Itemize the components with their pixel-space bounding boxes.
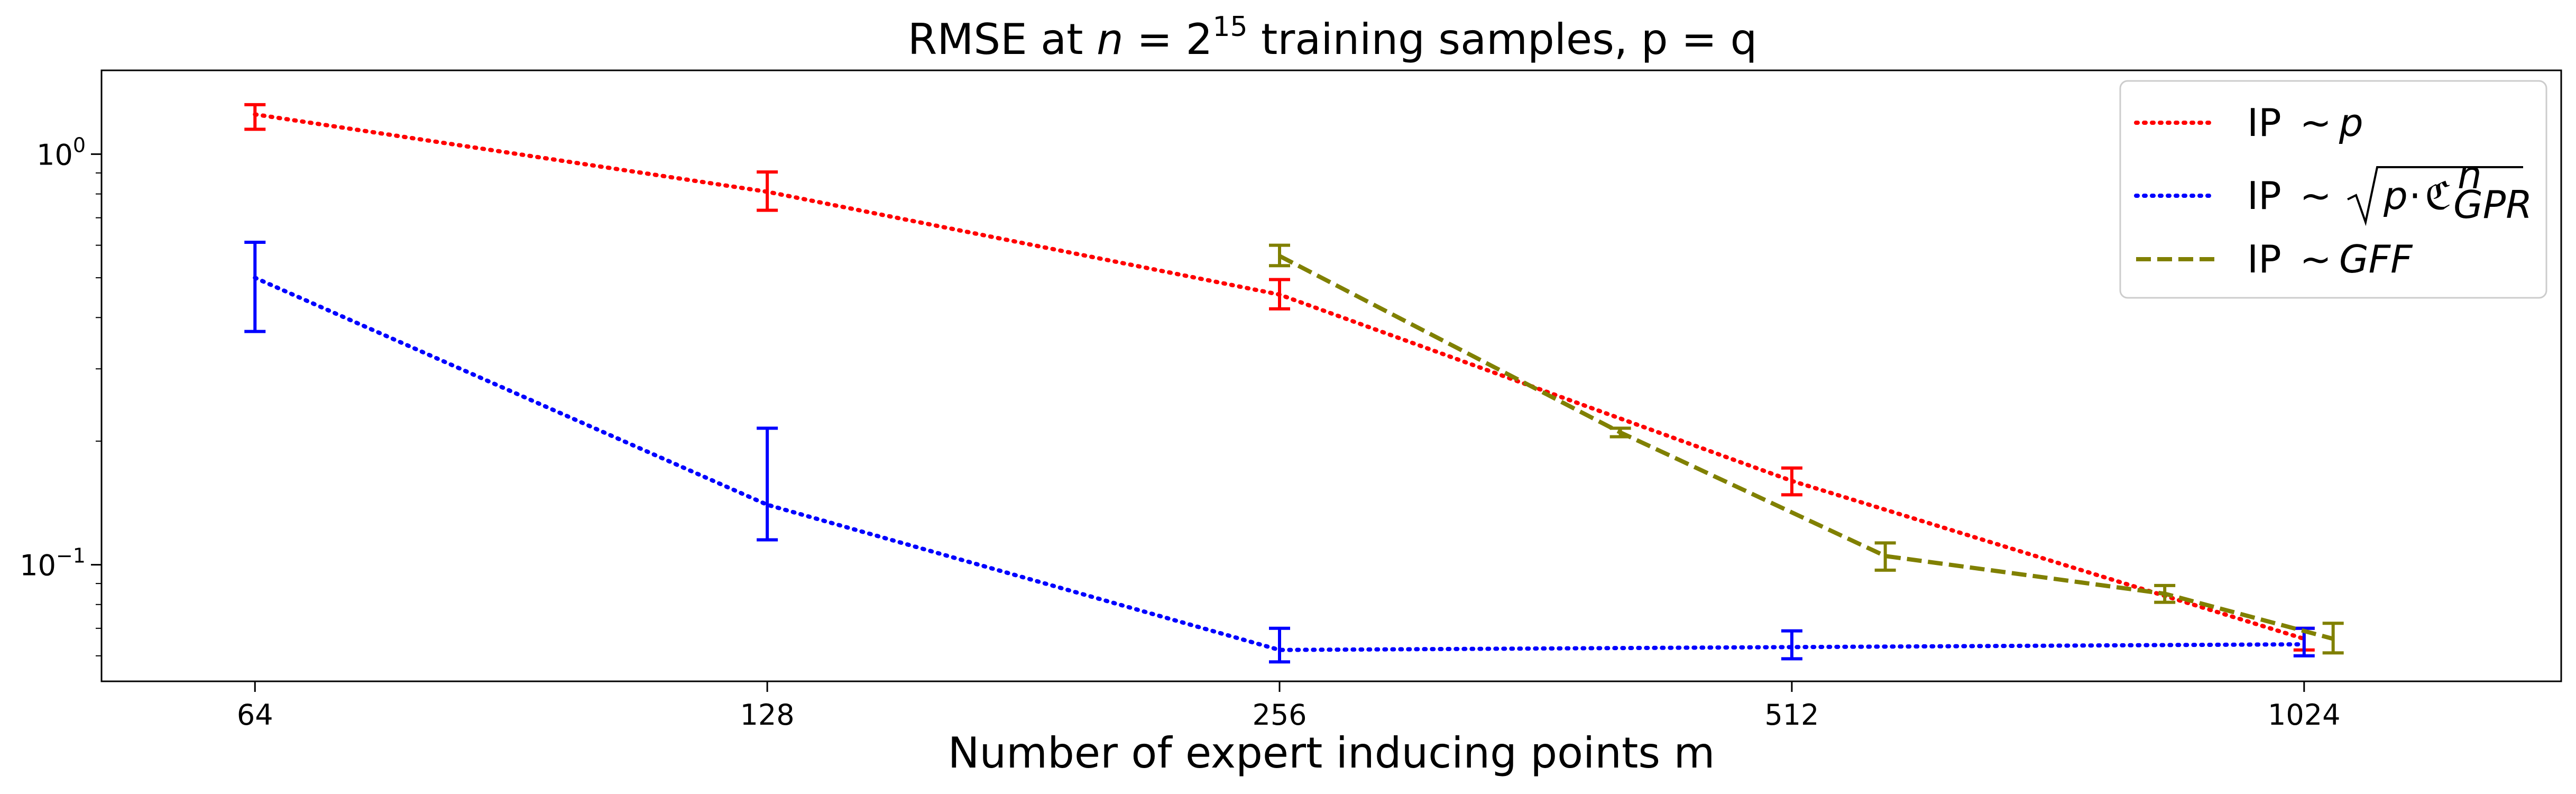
legend-frame [2119, 80, 2547, 299]
x-axis-label: Number of expert inducing points m [948, 728, 1715, 778]
svg-text:n: n [2458, 153, 2482, 197]
legend-label-olive: IP ~ GFF [2247, 237, 2413, 281]
x-axis-ticks: 64 128 256 512 1024 [237, 681, 2340, 732]
series-0 [244, 103, 2315, 652]
x-tick-label: 256 [1252, 698, 1307, 732]
x-tick-label: 128 [740, 698, 795, 732]
svg-text:ℭ: ℭ [2425, 174, 2452, 218]
legend-sqrt-glyph: p · ℭ n GPR [2347, 153, 2532, 227]
svg-text:·: · [2409, 174, 2421, 218]
series-line [253, 276, 2306, 652]
chart-title: RMSE at n = 215 training samples, p = q [908, 11, 1758, 64]
y-axis-ticks: 100 10−1 [20, 133, 102, 656]
x-tick-label: 64 [237, 698, 273, 732]
legend: IP ~ p IP ~ p · ℭ n GPR IP ~ GFF [2119, 80, 2547, 299]
legend-label-red: IP ~ p [2247, 101, 2363, 145]
series-2 [1269, 243, 2344, 655]
svg-text:GPR: GPR [2453, 182, 2532, 227]
legend-label-blue: IP ~ [2247, 174, 2332, 218]
y-tick-label: 10−1 [20, 544, 86, 582]
series-1 [244, 241, 2315, 664]
series-line [1278, 254, 2334, 641]
x-tick-label: 1024 [2268, 698, 2340, 732]
plot-frame [100, 69, 2562, 682]
svg-text:p: p [2383, 174, 2408, 218]
y-tick-label: 100 [36, 133, 86, 171]
series-layer [244, 103, 2344, 664]
series-line [253, 112, 2306, 641]
x-tick-label: 512 [1764, 698, 1819, 732]
